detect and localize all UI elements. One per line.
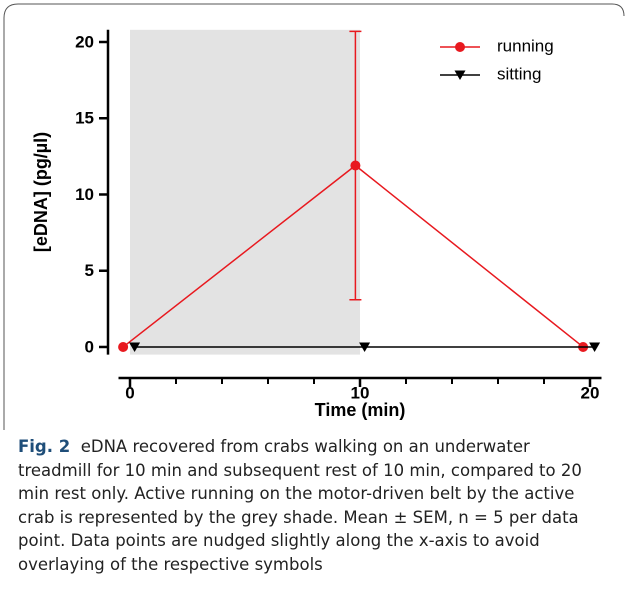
x-axis-label: Time (min) (315, 400, 406, 420)
data-point (589, 342, 601, 352)
data-point (118, 341, 129, 352)
caption-text: eDNA recovered from crabs walking on an … (18, 437, 582, 574)
x-tick-label: 10 (351, 383, 370, 402)
chart: Time (min) [eDNA] (pg/µl) 0 5 10 15 20 0 10 20 r… (3, 3, 625, 430)
data-point (359, 342, 371, 352)
legend-label: running (497, 36, 554, 55)
legend-marker (455, 42, 465, 52)
y-tick-label: 5 (85, 261, 94, 280)
y-axis-label: [eDNA] (pg/µl) (31, 132, 51, 252)
x-tick-label: 20 (581, 383, 600, 402)
frame (3, 3, 625, 430)
y-tick-label: 20 (75, 32, 94, 51)
caption-label: Fig. 2 (18, 437, 71, 456)
y-tick-label: 10 (75, 185, 94, 204)
x-tick-label: 0 (125, 383, 134, 402)
caption: Fig. 2 eDNA recovered from crabs walking… (18, 435, 608, 576)
shade-region (130, 29, 360, 355)
y-tick-label: 15 (75, 109, 94, 128)
legend-marker (454, 70, 466, 80)
y-tick-label: 0 (85, 337, 94, 356)
data-point (129, 342, 141, 352)
data-point (350, 160, 361, 171)
legend-label: sitting (497, 64, 541, 83)
